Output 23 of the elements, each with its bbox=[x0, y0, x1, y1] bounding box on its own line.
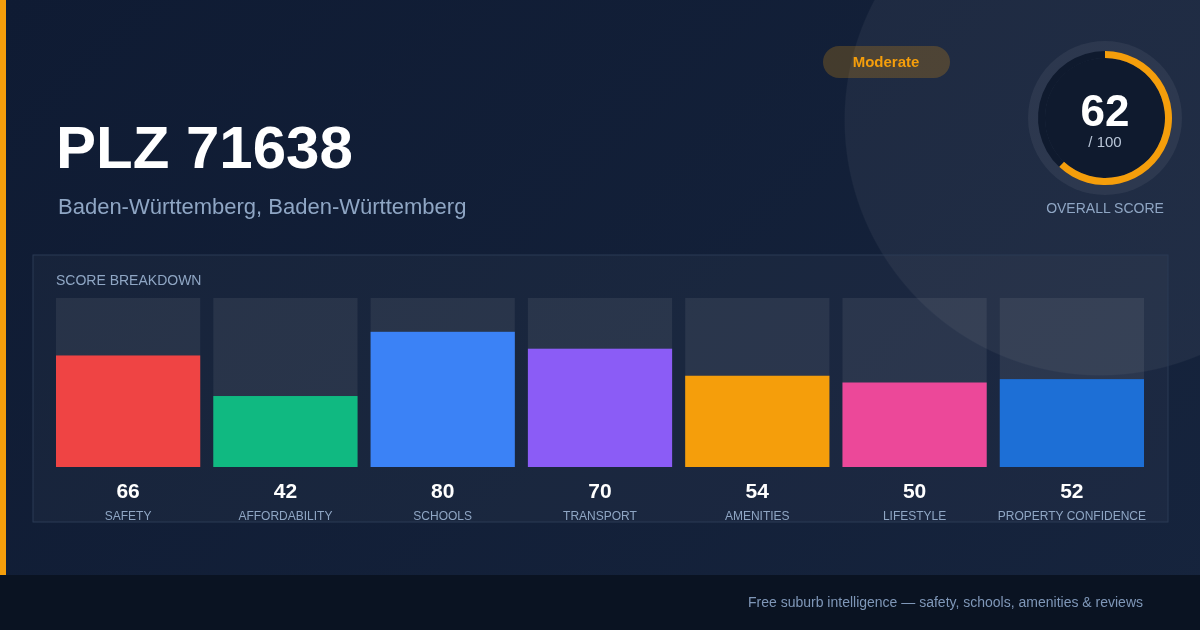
data-label: 70 bbox=[588, 479, 612, 502]
text: / 100 bbox=[1088, 133, 1122, 150]
text: SCORE BREAKDOWN bbox=[56, 272, 202, 288]
data-label: 54 bbox=[745, 479, 770, 502]
data-label: 52 bbox=[1060, 479, 1084, 502]
text: Free suburb intelligence — safety, schools, amenities & reviews bbox=[747, 594, 1143, 610]
x-tick-label: AFFORDABILITY bbox=[238, 509, 333, 523]
chart-title: PLZ 71638 bbox=[56, 114, 353, 181]
x-tick-label: SAFETY bbox=[104, 509, 152, 523]
text: OVERALL SCORE bbox=[1046, 200, 1164, 216]
text: Moderate bbox=[852, 53, 920, 70]
x-tick-label: SCHOOLS bbox=[413, 509, 473, 523]
x-tick-label: LIFESTYLE bbox=[882, 509, 947, 523]
x-tick-label: PROPERTY CONFIDENCE bbox=[997, 509, 1147, 523]
data-label: 50 bbox=[902, 479, 927, 502]
data-label: 42 bbox=[273, 479, 298, 502]
chart-subtitle: Baden-Württemberg, Baden-Württemberg bbox=[58, 194, 467, 219]
data-label: 62 bbox=[1080, 86, 1130, 135]
data-label: 66 bbox=[116, 479, 140, 502]
x-tick-label: TRANSPORT bbox=[563, 509, 638, 523]
data-label: 80 bbox=[431, 479, 455, 502]
donut-slice bbox=[1059, 51, 1172, 185]
x-tick-label: AMENITIES bbox=[724, 509, 790, 523]
